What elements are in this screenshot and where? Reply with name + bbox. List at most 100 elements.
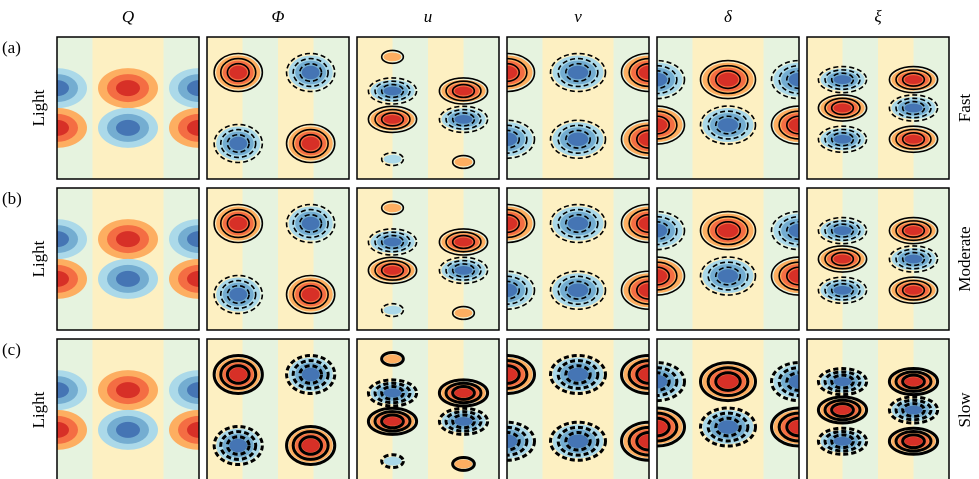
contour-fill: [301, 367, 320, 382]
contour-fill: [788, 223, 799, 238]
contour-line: [366, 406, 419, 436]
contour-line: [830, 100, 855, 116]
contour-fill: [187, 382, 199, 399]
contour-fill: [507, 434, 518, 449]
contour-line: [549, 119, 607, 160]
column-header: u: [424, 7, 433, 26]
contour-line: [285, 203, 336, 244]
panel: [657, 188, 799, 330]
contour-line: [557, 208, 599, 239]
contour-fill: [833, 405, 852, 415]
contour-line: [888, 94, 939, 122]
panel-band: [57, 37, 93, 179]
panel-band: [428, 188, 464, 330]
contour-line: [219, 128, 257, 159]
contour-line: [824, 69, 861, 91]
contour-line: [714, 69, 741, 90]
contour-line: [226, 62, 250, 83]
contour-line: [557, 275, 599, 305]
panel: [357, 188, 499, 330]
contour-fill: [229, 65, 248, 80]
contour-line: [444, 381, 483, 405]
contour-line: [770, 256, 799, 296]
contour-line: [817, 276, 868, 305]
panel-frame: [806, 338, 950, 479]
contour-line: [451, 154, 476, 170]
contour-line: [285, 274, 336, 315]
contour-line: [564, 430, 592, 452]
contour-line: [657, 266, 670, 286]
contour-line: [451, 112, 476, 127]
contour-line: [887, 367, 940, 397]
contour-line: [367, 256, 418, 285]
contour-fill: [454, 157, 473, 167]
contour-line: [298, 364, 324, 385]
panel-band: [128, 188, 164, 330]
contour-line: [628, 124, 649, 154]
contour-line: [507, 364, 521, 385]
contour-line: [901, 402, 926, 418]
contour-line: [707, 64, 749, 95]
contour-fill: [383, 203, 402, 213]
contour-line: [888, 216, 939, 245]
contour-line: [507, 275, 528, 305]
panel-band: [128, 37, 164, 179]
contour-fill: [454, 86, 473, 96]
contour-line: [699, 361, 757, 403]
contour-line: [507, 57, 528, 88]
contour-line: [299, 62, 323, 83]
contour-line: [285, 354, 337, 395]
panel: [57, 37, 199, 179]
contour-fill: [301, 65, 320, 80]
panel-frame: [806, 36, 950, 180]
contour-line: [830, 433, 855, 450]
contour-fill: [116, 421, 140, 438]
panel: [657, 339, 799, 479]
contour-line: [374, 259, 411, 281]
contour-fill: [57, 231, 69, 248]
contour-line: [549, 354, 607, 395]
column-header: ξ: [874, 7, 882, 26]
contour-line: [451, 234, 476, 250]
contour-line: [445, 231, 482, 253]
contour-line: [888, 65, 939, 94]
panel-frame: [206, 36, 350, 180]
contour-line: [657, 221, 670, 241]
panel-band: [357, 37, 393, 179]
contour-line: [895, 220, 932, 242]
contour-fill: [904, 254, 923, 264]
contour-line: [444, 410, 483, 433]
contour-line: [887, 426, 940, 456]
contour-fill: [383, 388, 402, 398]
contour-fill: [57, 119, 69, 136]
contour-line: [657, 59, 686, 100]
contour-line: [830, 132, 855, 147]
contour-line: [817, 216, 868, 245]
panel-band: [657, 37, 693, 179]
contour-fill: [833, 377, 852, 387]
contour-line: [557, 57, 599, 88]
contour-fill: [833, 226, 852, 236]
contour-line: [823, 430, 862, 453]
contour-line: [438, 105, 489, 134]
contour-line: [219, 430, 258, 461]
contour-fill: [454, 237, 473, 247]
contour-fill: [507, 367, 518, 382]
contour-line: [657, 361, 686, 403]
column-header: Q: [122, 7, 134, 26]
panel-frame: [56, 36, 200, 180]
contour-line: [824, 128, 861, 150]
contour-line: [380, 350, 405, 367]
contour-line: [564, 280, 591, 300]
contour-line: [901, 72, 926, 87]
contour-line: [657, 115, 670, 135]
contour-line: [219, 359, 258, 390]
row-label: Light: [29, 89, 48, 126]
contour-fill: [717, 223, 739, 238]
contour-line: [824, 279, 861, 301]
contour-line: [451, 83, 476, 99]
contour-line: [817, 125, 868, 154]
contour-line: [657, 406, 686, 448]
contour-fill: [116, 382, 140, 399]
panel-frame: [656, 36, 800, 180]
